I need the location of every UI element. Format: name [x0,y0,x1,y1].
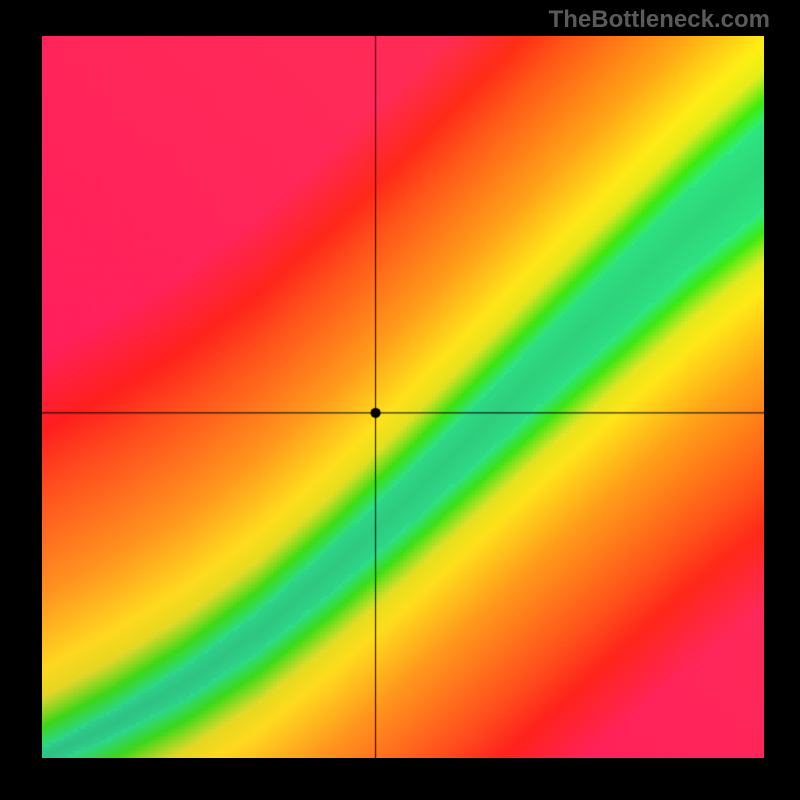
bottleneck-heatmap [42,36,764,758]
chart-container: TheBottleneck.com [0,0,800,800]
watermark-text: TheBottleneck.com [549,6,770,34]
